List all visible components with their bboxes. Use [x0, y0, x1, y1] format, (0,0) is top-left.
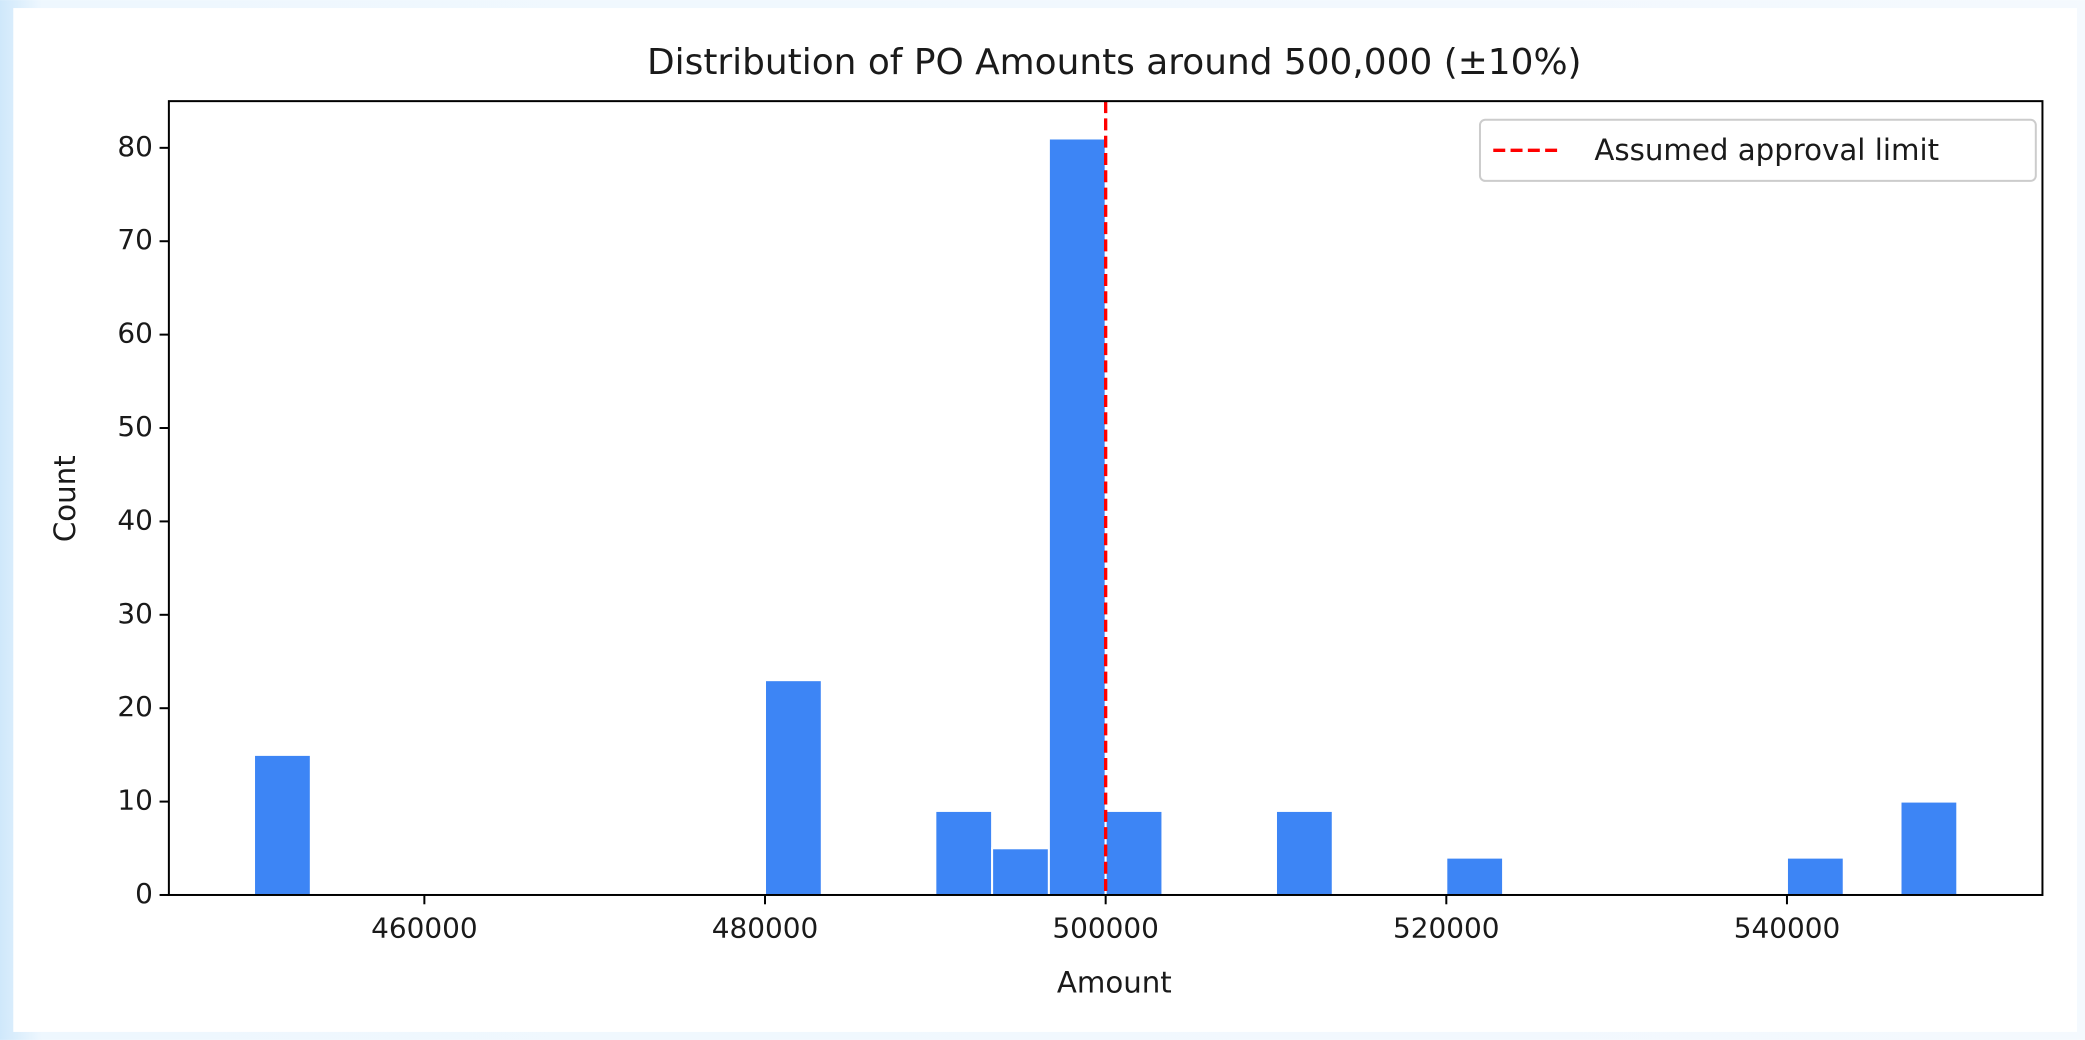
bar: [1445, 856, 1505, 896]
x-axis-label: Amount: [1057, 966, 1172, 1000]
x-tick-label: 500000: [1052, 912, 1159, 945]
legend-label: Assumed approval limit: [1594, 133, 1939, 167]
bar: [1047, 137, 1107, 896]
bar: [1274, 809, 1334, 896]
y-tick-label: 20: [117, 690, 153, 723]
bar: [1899, 800, 1959, 896]
bar: [934, 809, 994, 896]
chart-title: Distribution of PO Amounts around 500,00…: [647, 42, 1582, 83]
y-tick-label: 40: [117, 503, 153, 536]
y-tick-label: 10: [117, 784, 153, 817]
x-tick-label: 520000: [1393, 912, 1500, 945]
x-tick-label: 540000: [1734, 912, 1841, 945]
y-tick-label: 70: [117, 223, 153, 256]
y-tick-label: 50: [117, 410, 153, 443]
y-tick-label: 80: [117, 130, 153, 163]
bar: [764, 679, 823, 896]
y-tick-label: 30: [117, 597, 153, 630]
x-tick-label: 480000: [712, 912, 819, 945]
bar: [1104, 809, 1164, 896]
y-axis-label: Count: [48, 455, 82, 542]
y-tick-label: 60: [117, 317, 153, 350]
y-tick-label: 0: [135, 877, 153, 910]
legend: Assumed approval limit: [1478, 118, 2037, 182]
legend-box: [1478, 118, 2037, 182]
bar: [253, 753, 312, 896]
bar: [991, 847, 1050, 896]
bar: [1785, 856, 1845, 896]
x-tick-label: 460000: [371, 912, 478, 945]
